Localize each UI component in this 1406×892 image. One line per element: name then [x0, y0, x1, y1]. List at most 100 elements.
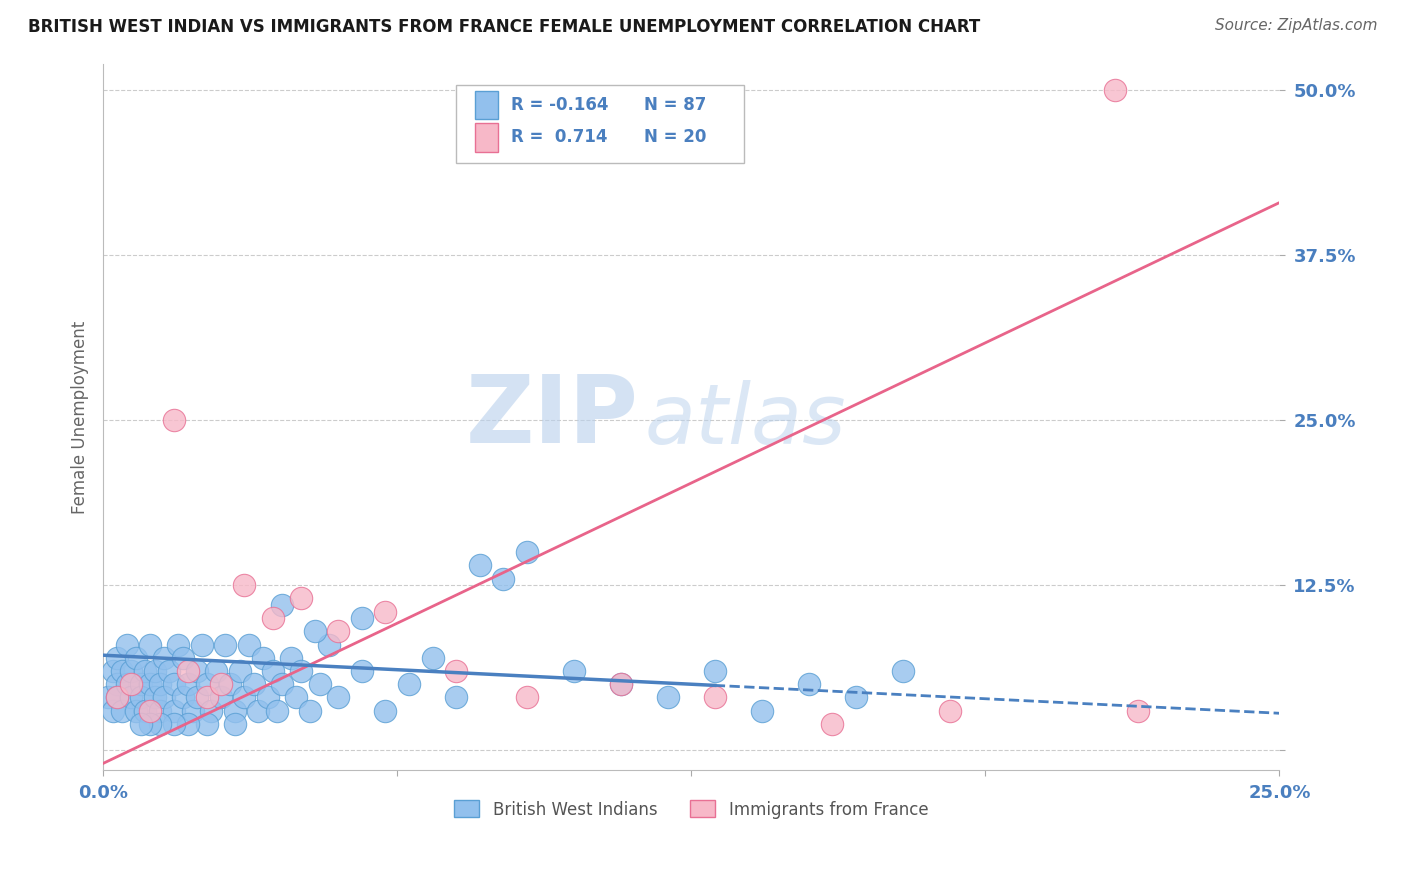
Point: [115, 677, 138, 691]
Point: [238, 638, 260, 652]
Point: [285, 690, 308, 705]
Point: [149, 716, 172, 731]
Point: [328, 690, 350, 705]
Point: [657, 690, 679, 705]
Point: [422, 650, 444, 665]
Point: [247, 704, 270, 718]
Point: [172, 690, 194, 705]
Point: [797, 677, 820, 691]
Point: [266, 704, 288, 718]
Point: [153, 690, 176, 705]
Point: [120, 677, 142, 691]
Point: [186, 664, 208, 678]
Point: [115, 638, 138, 652]
Point: [163, 677, 186, 691]
Text: R =  0.714: R = 0.714: [512, 128, 607, 146]
Point: [703, 690, 725, 705]
Point: [703, 664, 725, 678]
Point: [143, 690, 166, 705]
Point: [609, 677, 631, 691]
Point: [195, 690, 218, 705]
Point: [101, 664, 124, 678]
Point: [195, 716, 218, 731]
Point: [153, 650, 176, 665]
Point: [125, 704, 148, 718]
FancyBboxPatch shape: [456, 86, 744, 163]
Point: [516, 545, 538, 559]
Y-axis label: Female Unemployment: Female Unemployment: [72, 320, 89, 514]
Point: [256, 690, 278, 705]
Point: [186, 690, 208, 705]
Point: [242, 677, 264, 691]
Point: [139, 716, 162, 731]
Point: [134, 704, 156, 718]
Point: [105, 690, 128, 705]
Point: [143, 664, 166, 678]
Point: [290, 591, 312, 606]
Point: [149, 704, 172, 718]
Point: [233, 690, 256, 705]
Point: [350, 664, 373, 678]
Point: [163, 413, 186, 427]
Point: [318, 638, 340, 652]
Point: [105, 650, 128, 665]
Point: [97, 690, 120, 705]
Point: [172, 650, 194, 665]
Point: [609, 677, 631, 691]
Point: [129, 677, 152, 691]
Point: [139, 638, 162, 652]
FancyBboxPatch shape: [475, 123, 498, 152]
Point: [374, 605, 396, 619]
Point: [280, 650, 302, 665]
Text: Source: ZipAtlas.com: Source: ZipAtlas.com: [1215, 18, 1378, 33]
Point: [129, 690, 152, 705]
Text: R = -0.164: R = -0.164: [512, 96, 609, 114]
Point: [1128, 704, 1150, 718]
Text: ZIP: ZIP: [465, 371, 638, 463]
Point: [111, 704, 134, 718]
Point: [139, 704, 162, 718]
Text: atlas: atlas: [644, 380, 846, 461]
Point: [209, 690, 232, 705]
Point: [562, 664, 585, 678]
Point: [209, 677, 232, 691]
Point: [120, 664, 142, 678]
Text: N = 20: N = 20: [644, 128, 707, 146]
Point: [304, 624, 326, 639]
Point: [157, 664, 180, 678]
Point: [163, 716, 186, 731]
Point: [290, 664, 312, 678]
Point: [468, 558, 491, 573]
Point: [271, 677, 294, 691]
Point: [271, 598, 294, 612]
Point: [111, 664, 134, 678]
Point: [200, 704, 222, 718]
Point: [134, 664, 156, 678]
Point: [219, 677, 242, 691]
Point: [398, 677, 420, 691]
Point: [374, 704, 396, 718]
Point: [224, 716, 246, 731]
Point: [224, 704, 246, 718]
Point: [125, 650, 148, 665]
Legend: British West Indians, Immigrants from France: British West Indians, Immigrants from Fr…: [447, 794, 935, 825]
Point: [205, 664, 228, 678]
Point: [177, 677, 200, 691]
Point: [233, 578, 256, 592]
Point: [195, 677, 218, 691]
Point: [191, 638, 214, 652]
Text: N = 87: N = 87: [644, 96, 707, 114]
Point: [149, 677, 172, 691]
Point: [308, 677, 330, 691]
Point: [177, 716, 200, 731]
Point: [101, 704, 124, 718]
Point: [252, 650, 274, 665]
Point: [105, 690, 128, 705]
Point: [444, 690, 467, 705]
Point: [105, 677, 128, 691]
Point: [845, 690, 868, 705]
Point: [299, 704, 322, 718]
Point: [328, 624, 350, 639]
Point: [214, 638, 236, 652]
Point: [167, 638, 190, 652]
